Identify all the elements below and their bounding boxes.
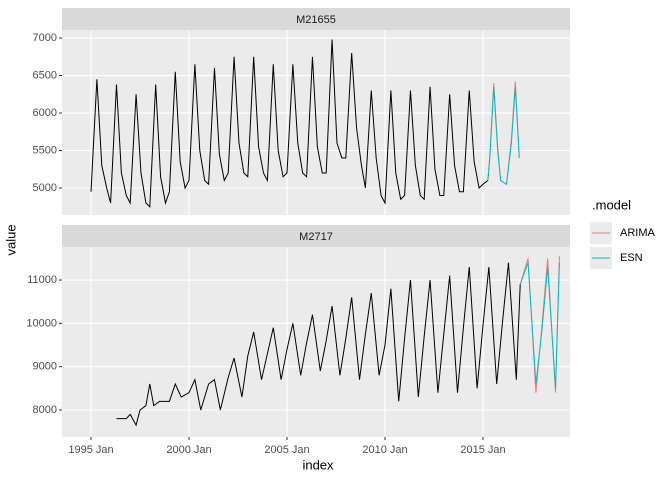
y-tick-label: 6500: [33, 69, 57, 81]
x-tick-label: 2000 Jan: [166, 444, 211, 456]
y-tick-label: 9000: [33, 361, 57, 373]
x-tick-label: 2005 Jan: [264, 444, 309, 456]
y-axis-title: value: [3, 224, 18, 255]
legend-label: ARIMA: [620, 227, 656, 239]
series-line: [519, 262, 560, 389]
series-line: [90, 39, 489, 208]
legend-label: ESN: [620, 252, 643, 264]
y-tick-label: 6000: [33, 107, 57, 119]
y-tick-label: 7000: [33, 32, 57, 44]
y-tick-label: 8000: [33, 404, 57, 416]
x-axis-title: index: [302, 457, 334, 472]
series-line: [116, 262, 521, 427]
strip: [62, 225, 570, 247]
x-tick-label: 1995 Jan: [68, 444, 113, 456]
x-tick-label: 2010 Jan: [362, 444, 407, 456]
x-tick-label: 2015 Jan: [460, 444, 505, 456]
series-line: [487, 86, 520, 186]
strip: [62, 8, 570, 30]
y-tick-label: 5500: [33, 144, 57, 156]
y-tick-label: 5000: [33, 182, 57, 194]
strip-label: M2717: [299, 231, 333, 243]
legend-title: .model: [592, 197, 631, 212]
strip-label: M21655: [296, 14, 336, 26]
y-tick-label: 11000: [27, 274, 57, 286]
y-tick-label: 10000: [26, 317, 57, 329]
